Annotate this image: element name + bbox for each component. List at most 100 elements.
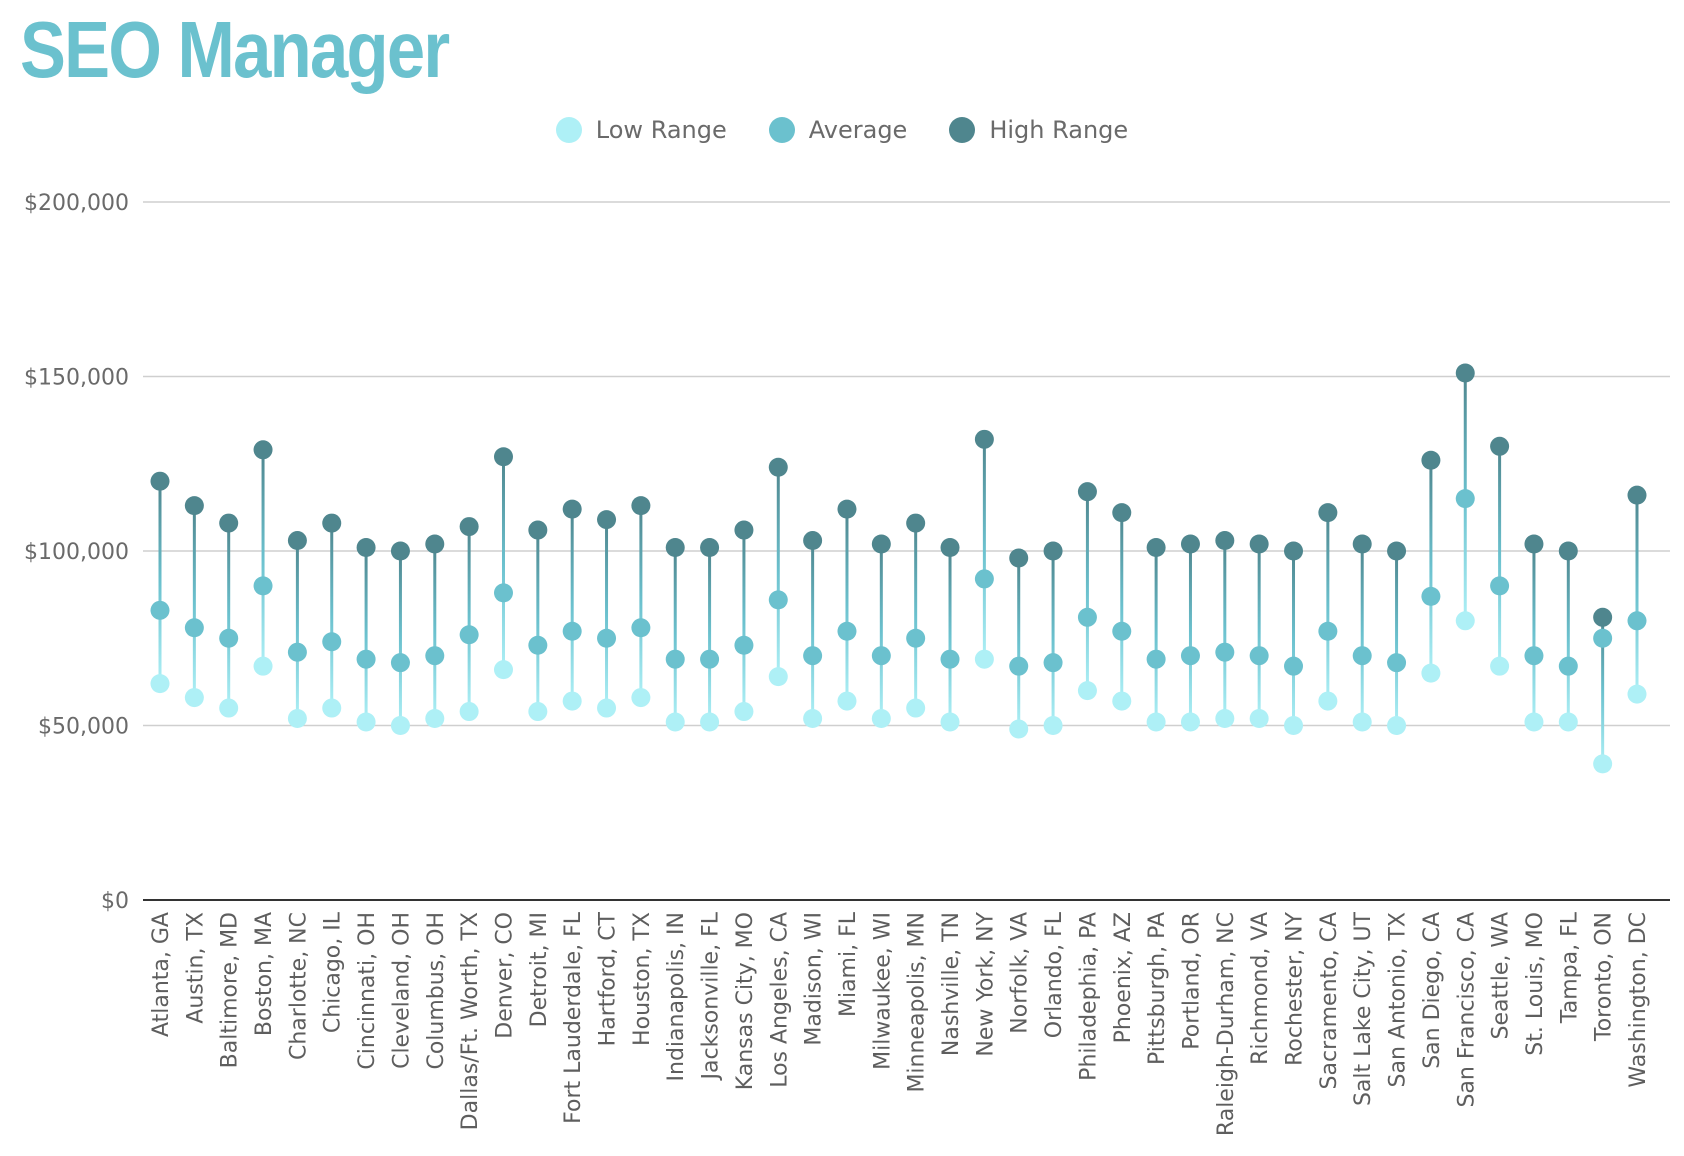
point-high-range-kansas-city-mo [734, 520, 754, 540]
x-tick-label: San Diego, CA [1420, 912, 1445, 1069]
point-low-range-san-francisco-ca [1455, 611, 1475, 631]
range-stem-new-york-ny [982, 439, 986, 660]
point-high-range-sacramento-ca [1318, 503, 1338, 523]
point-high-range-jacksonville-fl [700, 538, 720, 558]
x-tick-label: Atlanta, GA [149, 912, 174, 1037]
point-low-range-cincinnati-oh [356, 712, 376, 732]
point-low-range-norfolk-va [1009, 719, 1029, 739]
point-low-range-pittsburgh-pa [1146, 712, 1166, 732]
y-tick-label: $50,000 [38, 715, 129, 740]
x-tick-label: Fort Lauderdale, FL [561, 911, 586, 1124]
point-low-range-fort-lauderdale-fl [562, 691, 582, 711]
point-average-phoenix-az [1112, 621, 1132, 641]
point-high-range-philadephia-pa [1077, 482, 1097, 502]
point-high-range-toronto-on [1593, 607, 1613, 627]
range-stem-denver-co [501, 456, 505, 670]
point-average-salt-lake-city-ut [1352, 646, 1372, 666]
point-low-range-tampa-fl [1558, 712, 1578, 732]
range-stem-houston-tx [639, 505, 643, 698]
range-stem-richmond-va [1257, 544, 1261, 719]
x-tick-label: Baltimore, MD [218, 912, 243, 1068]
point-average-baltimore-md [219, 628, 239, 648]
range-stem-st-louis-mo [1532, 544, 1536, 723]
point-low-range-atlanta-ga [150, 674, 170, 694]
point-low-range-cleveland-oh [390, 716, 410, 735]
x-tick-label: Houston, TX [630, 912, 655, 1046]
x-tick-label: Indianapolis, IN [664, 912, 689, 1081]
point-low-range-kansas-city-mo [734, 702, 754, 722]
point-average-dallas-ft-worth-tx [459, 625, 479, 645]
point-average-indianapolis-in [665, 649, 685, 669]
point-high-range-orlando-fl [1043, 541, 1063, 561]
point-high-range-denver-co [493, 447, 513, 467]
y-tick-label: $200,000 [24, 191, 129, 216]
x-tick-label: Boston, MA [252, 912, 277, 1036]
point-high-range-nashville-tn [940, 538, 960, 558]
point-low-range-hartford-ct [597, 698, 617, 718]
point-low-range-charlotte-nc [287, 709, 307, 729]
range-stem-philadephia-pa [1085, 491, 1089, 691]
point-average-fort-lauderdale-fl [562, 621, 582, 641]
legend-item-high-range: High Range [949, 116, 1128, 144]
range-stem-salt-lake-city-ut [1360, 544, 1364, 723]
x-tick-label: Rochester, NY [1283, 911, 1308, 1065]
x-tick-label: Phoenix, AZ [1111, 912, 1136, 1043]
point-high-range-milwaukee-wi [871, 534, 891, 554]
range-stem-raleigh-durham-nc [1223, 540, 1227, 719]
point-high-range-salt-lake-city-ut [1352, 534, 1372, 554]
chart-title: SEO Manager [20, 5, 450, 94]
point-low-range-detroit-mi [528, 702, 548, 722]
x-tick-label: Kansas City, MO [733, 912, 758, 1090]
legend-label-average: Average [808, 116, 908, 144]
point-low-range-washington-dc [1627, 684, 1647, 704]
point-low-range-philadephia-pa [1077, 681, 1097, 701]
point-low-range-madison-wi [803, 709, 823, 729]
point-high-range-norfolk-va [1009, 548, 1029, 568]
x-tick-label: Raleigh-Durham, NC [1214, 912, 1239, 1136]
point-average-boston-ma [253, 576, 273, 596]
range-stem-fort-lauderdale-fl [570, 509, 574, 702]
range-stem-madison-wi [811, 540, 815, 719]
x-tick-label: Pittsburgh, PA [1145, 912, 1170, 1065]
x-tick-label: Denver, CO [492, 912, 517, 1039]
point-low-range-orlando-fl [1043, 716, 1063, 735]
point-average-nashville-tn [940, 649, 960, 669]
point-high-range-new-york-ny [974, 429, 994, 449]
point-high-range-portland-or [1180, 534, 1200, 554]
point-average-miami-fl [837, 621, 857, 641]
point-high-range-chicago-il [322, 513, 342, 533]
point-average-philadephia-pa [1077, 607, 1097, 627]
point-average-atlanta-ga [150, 600, 170, 620]
point-average-charlotte-nc [287, 642, 307, 662]
x-tick-label: Los Angeles, CA [767, 912, 792, 1088]
point-low-range-miami-fl [837, 691, 857, 711]
x-tick-label: Jacksonville, FL [699, 911, 724, 1081]
point-high-range-fort-lauderdale-fl [562, 499, 582, 519]
point-low-range-dallas-ft-worth-tx [459, 702, 479, 722]
point-low-range-baltimore-md [219, 698, 239, 718]
x-tick-label: Washington, DC [1626, 912, 1651, 1088]
range-stem-baltimore-md [227, 523, 231, 709]
point-high-range-miami-fl [837, 499, 857, 519]
point-high-range-san-francisco-ca [1455, 363, 1475, 383]
point-average-toronto-on [1593, 628, 1613, 648]
point-low-range-milwaukee-wi [871, 709, 891, 729]
point-high-range-richmond-va [1249, 534, 1269, 554]
point-low-range-indianapolis-in [665, 712, 685, 732]
point-average-cincinnati-oh [356, 649, 376, 669]
point-high-range-pittsburgh-pa [1146, 538, 1166, 558]
x-tick-label: Charlotte, NC [286, 912, 311, 1060]
point-average-kansas-city-mo [734, 635, 754, 655]
data-points [150, 363, 1647, 774]
point-high-range-minneapolis-mn [906, 513, 926, 533]
range-stem-san-antonio-tx [1395, 551, 1399, 726]
point-high-range-st-louis-mo [1524, 534, 1544, 554]
x-tick-label: Minneapolis, MN [905, 912, 930, 1093]
x-tick-label: Detroit, MI [527, 912, 552, 1027]
point-average-houston-tx [631, 618, 651, 638]
point-average-detroit-mi [528, 635, 548, 655]
point-average-tampa-fl [1558, 656, 1578, 676]
x-tick-label: Hartford, CT [596, 911, 621, 1046]
point-high-range-seattle-wa [1490, 436, 1510, 456]
point-average-san-francisco-ca [1455, 489, 1475, 509]
